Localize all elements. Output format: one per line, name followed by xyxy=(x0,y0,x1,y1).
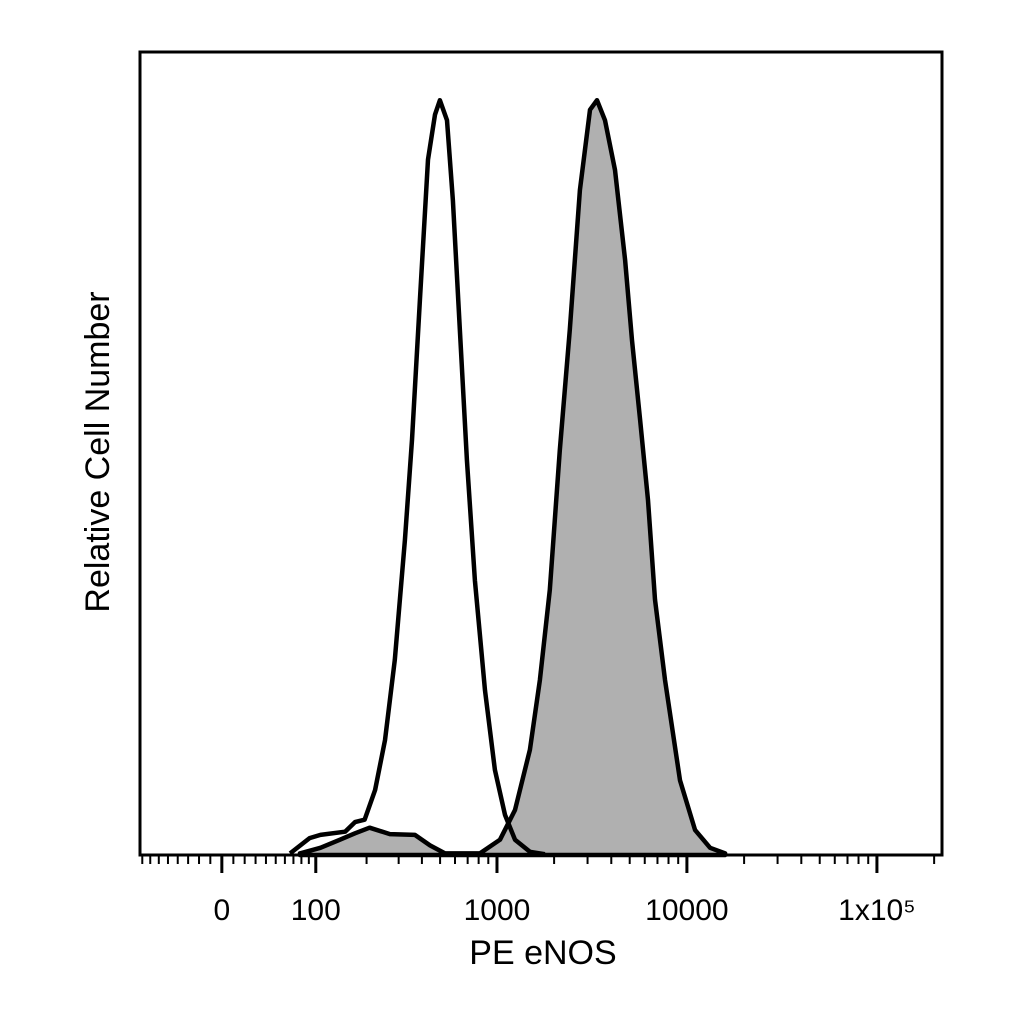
y-axis-label: Relative Cell Number xyxy=(79,291,117,612)
x-tick-label: 10000 xyxy=(645,894,728,927)
filled-histogram xyxy=(297,97,728,858)
x-tick-label: 100 xyxy=(291,894,341,927)
x-tick-label: 1000 xyxy=(464,894,531,927)
x-tick-label: 0 xyxy=(214,894,231,927)
x-axis-label: PE eNOS xyxy=(469,934,616,972)
x-tick-label: 1x10⁵ xyxy=(838,894,916,927)
open-histogram xyxy=(288,97,546,857)
